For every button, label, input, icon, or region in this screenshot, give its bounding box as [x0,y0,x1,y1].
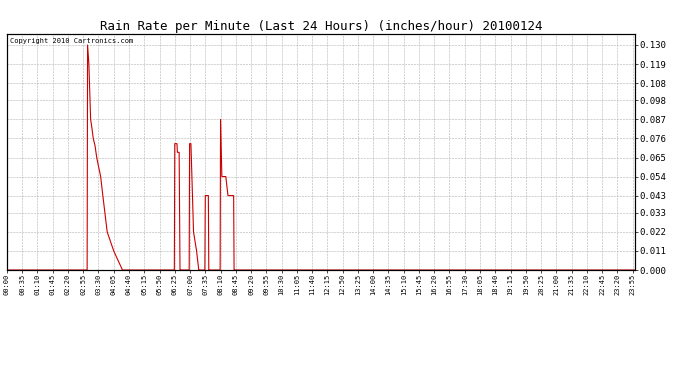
Title: Rain Rate per Minute (Last 24 Hours) (inches/hour) 20100124: Rain Rate per Minute (Last 24 Hours) (in… [99,20,542,33]
Text: Copyright 2010 Cartronics.com: Copyright 2010 Cartronics.com [10,39,133,45]
